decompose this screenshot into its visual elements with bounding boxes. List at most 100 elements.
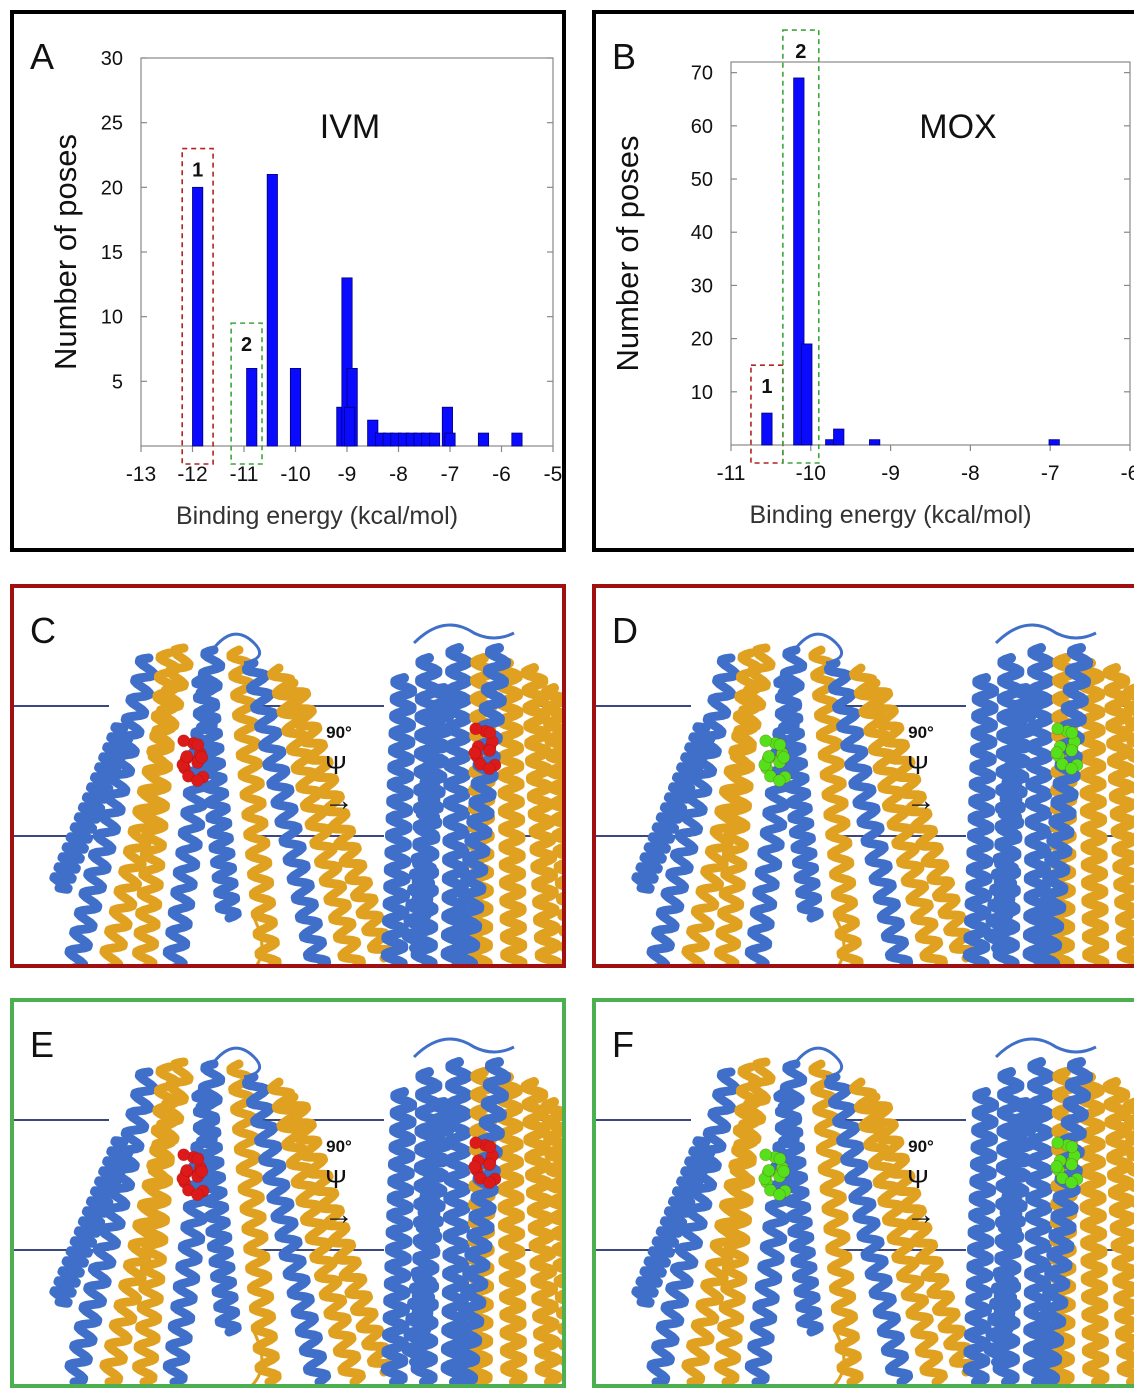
x-tick-label: -11 <box>717 462 746 485</box>
protein-helix <box>646 653 741 964</box>
y-tick-label: 70 <box>691 63 713 85</box>
protein-helix <box>1077 658 1110 964</box>
ligand-atom <box>762 1164 776 1177</box>
protein-helix <box>773 673 824 923</box>
rotation-arrow-icon: → <box>906 1198 936 1231</box>
protein-helix <box>1077 1072 1110 1384</box>
protein-helix <box>49 722 134 894</box>
ligand-atom <box>759 1148 772 1162</box>
protein-helix <box>962 673 1000 964</box>
panel-b: B 10 20 30 40 50 60 70 -11 -10 -9 -8 -7 -6 1 2 MOX Bindi… <box>592 10 1134 552</box>
protein-loop <box>412 623 515 645</box>
ligand-atom <box>773 774 786 787</box>
protein-helix <box>64 1067 159 1384</box>
protein-structure-view: 90° Ψ → <box>596 1037 1134 1384</box>
histogram-bar <box>511 432 523 447</box>
rotation-arrow-icon: → <box>906 784 936 817</box>
ligand-atom <box>469 1136 483 1150</box>
histogram-bar <box>801 343 813 446</box>
protein-helix <box>646 1067 741 1384</box>
ligand-atom <box>191 774 204 787</box>
plot-frame <box>730 61 1131 446</box>
protein-helix <box>282 1092 396 1377</box>
protein-helix <box>631 1136 716 1308</box>
protein-helix <box>267 1077 366 1384</box>
protein-helix <box>773 1087 824 1337</box>
protein-helix <box>191 1087 242 1337</box>
panel-label-c: C <box>30 610 56 651</box>
protein-helix <box>631 722 716 894</box>
protein-helix <box>681 643 776 964</box>
protein-helix <box>823 658 914 964</box>
protein-loop <box>994 1037 1097 1059</box>
x-tick-label: -8 <box>389 463 408 486</box>
protein-helix <box>49 1136 134 1308</box>
y-axis-label: Number of poses <box>48 134 83 370</box>
protein-helix <box>1022 643 1055 964</box>
cluster-box <box>750 364 784 464</box>
y-tick-label: 20 <box>101 177 123 199</box>
cluster-label: 2 <box>795 41 806 63</box>
y-tick-label: 60 <box>691 116 713 138</box>
protein-helix <box>1033 1057 1094 1384</box>
protein-helix <box>451 1057 512 1384</box>
protein-helix <box>241 1072 332 1384</box>
histogram-bar <box>833 428 845 446</box>
ligand-atom <box>762 750 776 763</box>
ligand-atom <box>773 1152 787 1166</box>
cluster-label: 1 <box>761 376 772 398</box>
protein-helix <box>401 683 457 953</box>
protein-helix <box>823 1072 914 1384</box>
ligand-atom <box>759 734 772 748</box>
protein-helix <box>282 678 396 963</box>
protein-loop <box>251 1331 264 1384</box>
x-tick-label: -7 <box>441 463 460 486</box>
y-tick-label: 15 <box>101 242 123 264</box>
protein-helix <box>983 1097 1039 1367</box>
protein-helix <box>226 645 282 964</box>
protein-helix <box>440 1057 473 1384</box>
rotation-icon: Ψ <box>907 750 929 780</box>
protein-loop <box>212 632 262 665</box>
rotation-icon: Ψ <box>907 1164 929 1194</box>
protein-loop <box>794 1046 844 1079</box>
rotation-icon: Ψ <box>325 1164 347 1194</box>
y-tick-label: 50 <box>691 169 713 191</box>
protein-helix <box>808 1059 864 1384</box>
ligand-atom <box>483 1140 497 1154</box>
protein-helix <box>808 645 864 964</box>
rotation-arrow-icon: → <box>324 784 354 817</box>
protein-helix <box>864 678 978 963</box>
panel-label-e: E <box>30 1024 55 1065</box>
protein-helix <box>983 683 1039 953</box>
protein-helix <box>849 1077 948 1384</box>
ligand-atom <box>469 722 483 736</box>
histogram-bar <box>793 77 805 446</box>
panel-e: 90° Ψ → E <box>10 998 566 1388</box>
ligand-atom <box>483 1158 496 1171</box>
cluster-box <box>782 29 820 464</box>
protein-structure-view: 90° Ψ → <box>596 623 1134 964</box>
x-tick-label: -7 <box>1041 462 1060 485</box>
panel-label-d: D <box>612 610 638 651</box>
ligand-atom <box>177 734 190 748</box>
cluster-box <box>230 322 263 465</box>
chart-title: IVM <box>320 108 380 146</box>
y-tick-label: 20 <box>691 329 713 351</box>
ligand-atom <box>1065 1140 1079 1154</box>
histogram-bar <box>266 173 278 447</box>
protein-helix <box>99 643 194 964</box>
protein-helix <box>401 1097 457 1367</box>
protein-helix <box>380 673 418 964</box>
protein-loop <box>794 632 844 665</box>
protein-loop <box>212 1046 262 1079</box>
y-tick-label: 40 <box>691 222 713 244</box>
panel-c: 90° Ψ → C <box>10 584 566 968</box>
y-tick-label: 25 <box>101 113 123 135</box>
rotation-icon: Ψ <box>325 750 347 780</box>
histogram-bar <box>344 406 356 447</box>
histogram-bar <box>761 412 773 446</box>
x-tick-label: -12 <box>177 463 207 486</box>
panel-f: 90° Ψ → F <box>592 998 1134 1388</box>
rotation-angle-label: 90° <box>326 1137 352 1156</box>
